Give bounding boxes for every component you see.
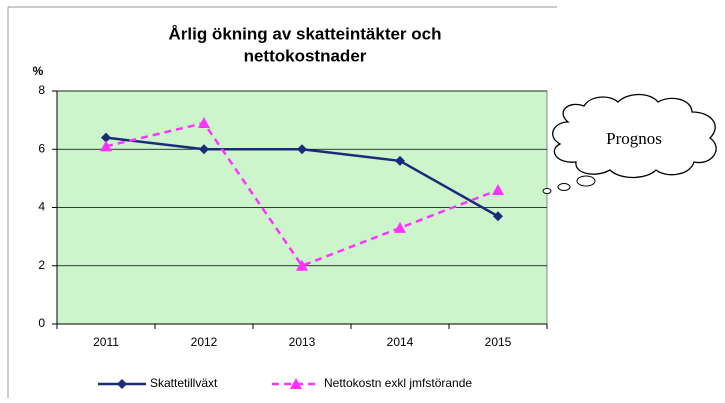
y-tick-label: 2 <box>38 258 45 272</box>
marker <box>395 155 405 166</box>
legend-label: Nettokostn exkl jmfstörande <box>324 376 472 390</box>
callout: Prognos <box>542 93 717 194</box>
marker <box>297 144 307 155</box>
x-tick-label: 2013 <box>289 335 316 349</box>
marker <box>296 259 308 271</box>
y-tick-label: 8 <box>38 83 45 97</box>
chart-title: Årlig ökning av skatteintäkter och <box>168 24 441 43</box>
cloud-bubble <box>542 188 552 194</box>
marker <box>394 221 406 233</box>
y-axis-label: % <box>33 64 44 78</box>
y-tick-label: 4 <box>38 200 45 214</box>
x-tick-label: 2012 <box>191 335 218 349</box>
x-tick-label: 2014 <box>387 335 414 349</box>
marker <box>199 144 209 155</box>
cloud-bubble <box>557 183 571 191</box>
series-line <box>105 121 499 268</box>
cloud-bubble <box>576 175 596 187</box>
marker <box>493 211 503 222</box>
marker <box>100 140 112 152</box>
y-tick-label: 0 <box>38 316 45 330</box>
marker <box>101 132 111 143</box>
chart-title: nettokostnader <box>244 46 367 65</box>
x-tick-label: 2015 <box>485 335 512 349</box>
legend-label: Skattetillväxt <box>150 376 218 390</box>
marker <box>492 184 504 196</box>
marker <box>117 379 127 389</box>
marker <box>198 117 210 129</box>
annotation: Prognos <box>606 129 662 148</box>
cloud <box>552 93 717 179</box>
marker <box>290 378 302 389</box>
y-tick-label: 6 <box>38 141 45 155</box>
x-tick-label: 2011 <box>93 335 119 349</box>
